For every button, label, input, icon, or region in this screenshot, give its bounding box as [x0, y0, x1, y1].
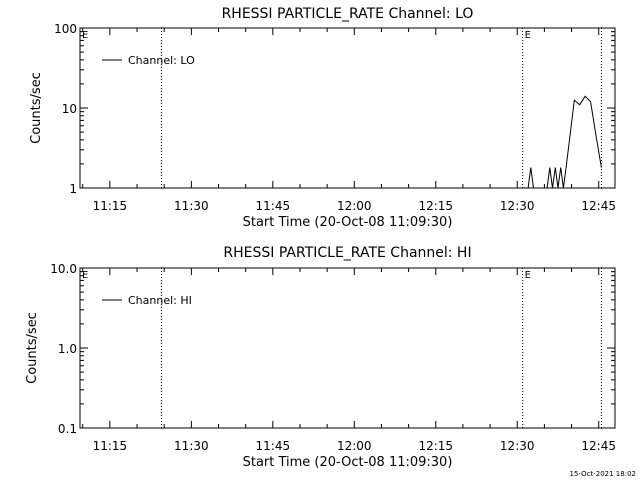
chart-panel-1: RHESSI PARTICLE_RATE Channel: LO 11:15 11:…: [29, 6, 616, 230]
chart-title: RHESSI PARTICLE_RATE Channel: LO: [222, 6, 474, 22]
x-tick-label: 12:30: [500, 199, 535, 213]
x-tick-label: 12:45: [581, 439, 616, 453]
legend-label: Channel: HI: [128, 294, 192, 307]
event-marker-label: E: [82, 270, 88, 281]
x-tick-label: 12:30: [500, 439, 535, 453]
y-tick-label: 10.0: [50, 262, 77, 276]
plot-frame: [79, 267, 616, 429]
event-marker-label: E: [82, 30, 88, 41]
x-tick-label: 11:30: [174, 439, 209, 453]
x-axis-label: Start Time (20-Oct-08 11:09:30): [243, 215, 453, 230]
x-tick-label: 12:45: [581, 199, 616, 213]
y-axis-label: Counts/sec: [29, 72, 44, 144]
x-tick-label: 12:15: [418, 199, 453, 213]
x-tick-label: 12:00: [337, 439, 372, 453]
y-tick-label: 1.0: [58, 342, 77, 356]
legend-label: Channel: LO: [128, 54, 195, 67]
y-tick-label: 0.1: [58, 422, 77, 436]
x-tick-label: 11:15: [93, 439, 128, 453]
event-marker-label: E: [525, 270, 531, 281]
series-line: [527, 95, 602, 189]
x-tick-label: 11:45: [256, 439, 291, 453]
event-marker-label: E: [525, 30, 531, 41]
y-axis-label: Counts/sec: [25, 312, 40, 384]
chart-panel-2: RHESSI PARTICLE_RATE Channel: HI 11:15 11:…: [25, 245, 616, 470]
x-tick-label: 12:00: [337, 199, 372, 213]
x-tick-label: 11:15: [93, 199, 128, 213]
y-tick-label: 10: [62, 102, 77, 116]
x-tick-label: 11:45: [256, 199, 291, 213]
y-tick-label: 100: [54, 22, 77, 36]
x-tick-label: 11:30: [174, 199, 209, 213]
plot-frame: [79, 27, 616, 189]
x-tick-label: 12:15: [418, 439, 453, 453]
chart-title: RHESSI PARTICLE_RATE Channel: HI: [223, 245, 471, 261]
x-axis-label: Start Time (20-Oct-08 11:09:30): [243, 455, 453, 470]
footer-timestamp: 15-Oct-2021 18:02: [570, 470, 636, 478]
y-tick-label: 1: [69, 182, 77, 196]
